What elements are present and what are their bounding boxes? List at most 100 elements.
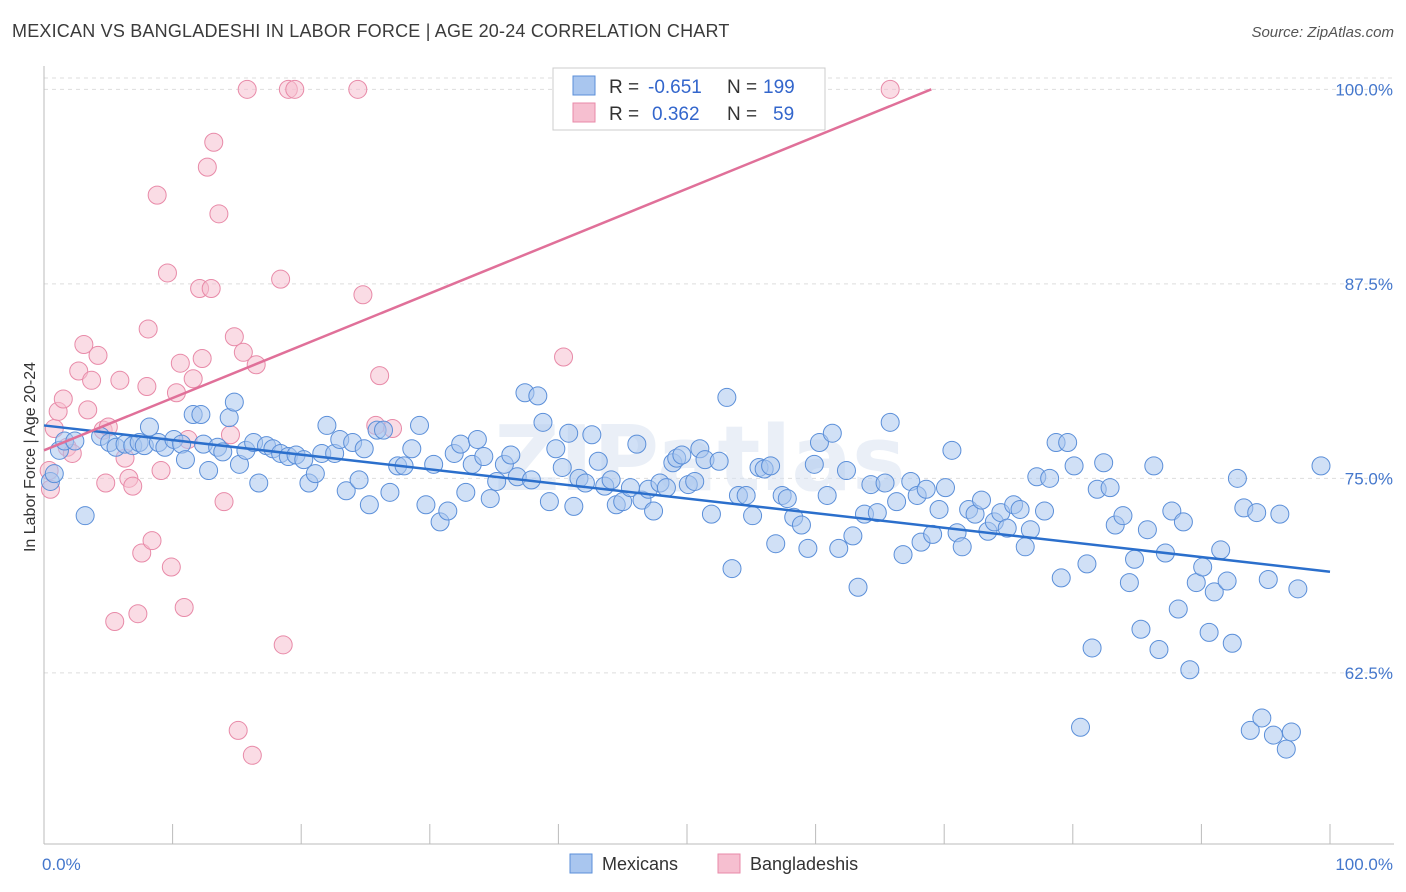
mexicans-point-111: [766, 534, 786, 554]
mexicans-point-20: [191, 405, 211, 425]
mexicans-point-180: [1193, 557, 1213, 577]
mexicans-point-53: [402, 439, 422, 459]
mexicans-point-137: [929, 499, 949, 519]
mexicans-point-182: [1204, 582, 1224, 602]
bangladeshis-point-4: [53, 389, 73, 409]
mexicans-point-118: [809, 433, 829, 453]
mexicans-point-120: [822, 423, 842, 443]
mexicans-point-148: [997, 518, 1017, 538]
legend-swatch-bangladeshis: [572, 102, 596, 123]
mexicans-point-117: [804, 454, 824, 474]
mexicans-point-26: [224, 392, 244, 412]
bangladeshis-point-42: [224, 327, 244, 347]
mexicans-point-49: [374, 420, 394, 440]
mexicans-point-184: [1217, 571, 1237, 591]
mexicans-point-47: [359, 495, 379, 515]
bangladeshis-point-51: [285, 79, 305, 99]
y-tick-label-0: 62.5%: [1345, 664, 1393, 683]
bangladeshis-point-55: [370, 366, 390, 386]
legend-n-bangladeshis: 59: [773, 104, 794, 125]
mexicans-point-185: [1222, 633, 1242, 653]
mexicans-point-38: [305, 464, 325, 484]
mexicans-point-197: [1311, 456, 1331, 476]
mexicans-point-172: [1144, 456, 1164, 476]
bangladeshis-point-53: [353, 285, 373, 305]
mexicans-point-121: [829, 538, 849, 558]
mexicans-point-78: [564, 496, 584, 516]
mexicans-point-80: [575, 473, 595, 493]
mexicans-point-84: [601, 470, 621, 490]
bottom-legend-label-bangladeshis: Bangladeshis: [750, 854, 858, 874]
mexicans-point-73: [533, 412, 553, 432]
y-tick-label-1: 75.0%: [1345, 469, 1393, 488]
mexicans-point-138: [935, 478, 955, 498]
mexicans-point-104: [722, 559, 742, 579]
mexicans-point-144: [971, 490, 991, 510]
bangladeshis-point-8: [74, 335, 94, 355]
mexicans-point-141: [952, 537, 972, 557]
mexicans-point-164: [1094, 453, 1114, 473]
bangladeshis-point-27: [157, 263, 177, 283]
mexicans-point-161: [1077, 554, 1097, 574]
bottom-legend: Mexicans Bangladeshis: [569, 853, 858, 874]
mexicans-point-192: [1263, 725, 1283, 745]
legend-r-bangladeshis: 0.362: [652, 104, 700, 125]
mexicans-point-178: [1180, 660, 1200, 680]
mexicans-point-154: [1035, 501, 1055, 521]
mexicans-point-169: [1125, 549, 1145, 569]
bangladeshis-point-40: [214, 492, 234, 512]
mexicans-point-43: [336, 481, 356, 501]
mexicans-point-88: [627, 434, 647, 454]
mexicans-point-176: [1168, 599, 1188, 619]
mexicans-point-45: [349, 470, 369, 490]
mexicans-point-17: [172, 434, 192, 454]
legend-r-mexicans: -0.651: [648, 77, 702, 98]
mexicans-point-116: [798, 538, 818, 558]
mexicans-point-135: [916, 479, 936, 499]
mexicans-point-186: [1227, 468, 1247, 488]
mexicans-point-171: [1137, 520, 1157, 540]
chart-title: MEXICAN VS BANGLADESHI IN LABOR FORCE | …: [12, 21, 730, 41]
x-tick-label-max: 100.0%: [1335, 855, 1393, 874]
bangladeshis-point-24: [142, 531, 162, 551]
legend-r-label-mexicans: R =: [609, 77, 639, 98]
bangladeshis-point-43: [228, 720, 248, 740]
mexicans-point-98: [685, 471, 705, 491]
bottom-legend-label-mexicans: Mexicans: [602, 854, 678, 874]
mexicans-point-64: [474, 447, 494, 467]
mexicans-point-93: [656, 478, 676, 498]
mexicans-point-30: [249, 473, 269, 493]
mexicans-point-107: [743, 506, 763, 526]
mexicans-point-106: [736, 485, 756, 505]
mexicans-point-5: [75, 506, 95, 526]
mexicans-point-68: [501, 445, 521, 465]
mexicans-point-61: [456, 482, 476, 502]
legend-n-label-mexicans: N =: [727, 77, 757, 98]
y-tick-label-2: 87.5%: [1345, 275, 1393, 294]
mexicans-point-91: [644, 501, 664, 521]
bangladeshis-point-52: [348, 79, 368, 99]
trend-lines: [43, 88, 1331, 573]
mexicans-point-159: [1064, 456, 1084, 476]
legend-swatch-mexicans: [572, 75, 596, 96]
mexicans-point-150: [1010, 499, 1030, 519]
y-tick-label-3: 100.0%: [1335, 80, 1393, 99]
mexicans-point-170: [1131, 619, 1151, 639]
mexicans-point-160: [1071, 717, 1091, 737]
y-axis-title: In Labor Force | Age 20-24: [22, 362, 39, 552]
mexicans-point-183: [1211, 540, 1231, 560]
mexicans-point-103: [717, 387, 737, 407]
mexicans-point-177: [1173, 512, 1193, 532]
bangladeshis-point-45: [237, 79, 257, 99]
bangladeshis-point-57: [554, 347, 574, 367]
mexicans-point-60: [451, 434, 471, 454]
mexicans-trend-line: [43, 424, 1331, 573]
mexicans-point-46: [354, 439, 374, 459]
mexicans-point-75: [546, 439, 566, 459]
mexicans-point-193: [1270, 504, 1290, 524]
bangladeshis-point-46: [242, 745, 262, 765]
mexicans-point-113: [777, 489, 797, 509]
bangladeshis-point-48: [271, 269, 291, 289]
legend-n-label-bangladeshis: N =: [727, 104, 757, 125]
mexicans-point-13: [139, 417, 159, 437]
